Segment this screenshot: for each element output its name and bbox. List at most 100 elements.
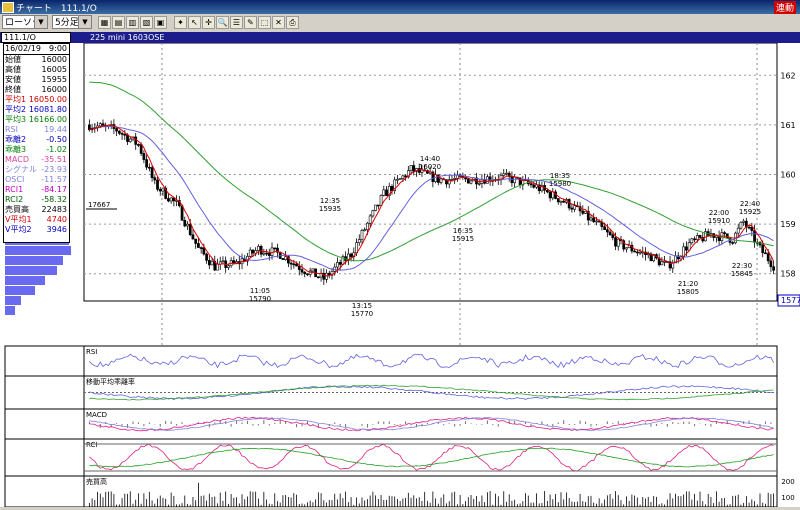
chart-volume-icon[interactable]: ▧ <box>140 16 153 29</box>
candle-body <box>183 219 187 227</box>
data-window-row: V平均1 4740 <box>4 215 69 225</box>
chart-compare-icon[interactable]: ▤ <box>112 16 125 29</box>
sub-panel-frame <box>4 438 778 477</box>
candle-body <box>330 270 334 276</box>
candle-body <box>101 123 105 126</box>
candle-body <box>292 263 296 266</box>
extremum-price: 15845 <box>731 270 753 278</box>
data-window-row: 売買高 22483 <box>4 205 69 215</box>
data-window-row: 始値 16000 <box>4 55 69 65</box>
candle <box>297 261 301 276</box>
data-window-row: RCI1 -84.17 <box>4 185 69 195</box>
extremum-time: 13:15 <box>352 302 372 310</box>
candle <box>379 194 383 207</box>
chart-table-icon[interactable]: ▣ <box>154 16 167 29</box>
candle <box>772 261 775 275</box>
candle-body <box>764 252 767 255</box>
candle-body <box>595 220 598 223</box>
candle <box>303 270 307 278</box>
candle-body <box>366 222 369 231</box>
sub-panel-frame <box>4 345 778 377</box>
data-window-row: 高値 16005 <box>4 65 69 75</box>
candle <box>573 201 576 213</box>
candle <box>276 243 279 258</box>
candle-body <box>207 260 211 266</box>
candle-body <box>158 189 162 192</box>
chart-indicator-icon[interactable]: ▥ <box>126 16 139 29</box>
candle-body <box>505 172 508 175</box>
data-window-value: -35.51 <box>41 155 67 164</box>
candle-body <box>447 179 451 185</box>
chart-area[interactable]: 158 159 160 161 162 17667 1577 11:05 15790 12:35 1… <box>0 42 800 508</box>
data-window-value: -1.02 <box>46 145 67 154</box>
pencil-icon[interactable]: ✎ <box>244 16 257 29</box>
candle <box>586 206 590 226</box>
link-badge[interactable]: 連動 <box>773 1 796 14</box>
delete-icon[interactable]: ✕ <box>272 16 285 29</box>
current-price-label: 1577 <box>781 296 800 305</box>
candle <box>117 130 121 136</box>
data-window-row: RSI 19.44 <box>4 125 69 135</box>
candle <box>281 257 285 260</box>
candle <box>616 237 620 251</box>
data-window-label: RSI <box>5 125 18 134</box>
candle-body <box>368 215 372 224</box>
candle-body <box>772 266 775 271</box>
select-icon[interactable]: ⬚ <box>258 16 271 29</box>
candle-body <box>199 247 203 249</box>
candle-body <box>393 179 397 191</box>
candle <box>439 178 443 185</box>
data-window-value: -0.50 <box>46 135 67 144</box>
candle <box>197 237 200 248</box>
candle-body <box>210 260 214 266</box>
candle-body <box>300 269 304 273</box>
candle <box>115 126 118 137</box>
info-bar: 111.1/O 225 mini 1603 OSE <box>0 32 800 43</box>
chart-type-select[interactable]: ローソク ▼ <box>2 15 48 29</box>
candle <box>660 257 664 266</box>
candle-body <box>562 200 566 203</box>
candle-body <box>742 220 746 223</box>
candle-icon[interactable]: ✦ <box>174 16 187 29</box>
data-window-time: 9:00 <box>49 44 67 53</box>
candle-body <box>363 229 367 232</box>
extremum-time: 16:35 <box>453 227 473 235</box>
crosshair-icon[interactable]: ✛ <box>202 16 215 29</box>
candle-body <box>338 262 342 265</box>
candle-body <box>616 238 620 247</box>
candle <box>625 247 628 253</box>
extremum-price: 15910 <box>708 217 730 225</box>
candle-body <box>221 260 225 263</box>
candle-body <box>147 166 151 169</box>
list-icon[interactable]: ☰ <box>230 16 243 29</box>
candle <box>147 163 151 172</box>
cursor-icon[interactable]: ↖ <box>188 16 201 29</box>
candle <box>693 236 696 243</box>
candle-body <box>436 174 440 183</box>
interval-select[interactable]: 5分足 ▼ <box>52 15 92 29</box>
candle-body <box>227 265 230 268</box>
candle-body <box>98 123 102 127</box>
data-window-value: 16005 <box>41 65 67 74</box>
candle <box>393 176 397 195</box>
data-window-label: OSCI <box>5 175 25 184</box>
chart-style-icon[interactable]: ▦ <box>98 16 111 29</box>
data-window-label: 乖離2 <box>5 135 27 144</box>
candle-body <box>652 254 656 262</box>
candle-body <box>385 189 388 196</box>
candle <box>453 172 457 184</box>
candle-body <box>404 175 407 178</box>
candle-body <box>134 136 138 145</box>
data-window-value: 19.44 <box>44 125 67 134</box>
candle <box>150 164 154 182</box>
candle <box>153 175 157 185</box>
candle <box>371 209 375 218</box>
symbol-field[interactable]: 111.1/O <box>1 32 71 43</box>
candle-body <box>197 243 200 248</box>
candle-body <box>589 217 593 221</box>
candle-body <box>295 263 298 267</box>
print-icon[interactable]: ⎙ <box>286 16 299 29</box>
candle-body <box>502 173 506 176</box>
chart-canvas[interactable]: 15815916016116217667157711:051579012:351… <box>0 42 800 508</box>
zoom-icon[interactable]: 🔍 <box>216 16 229 29</box>
